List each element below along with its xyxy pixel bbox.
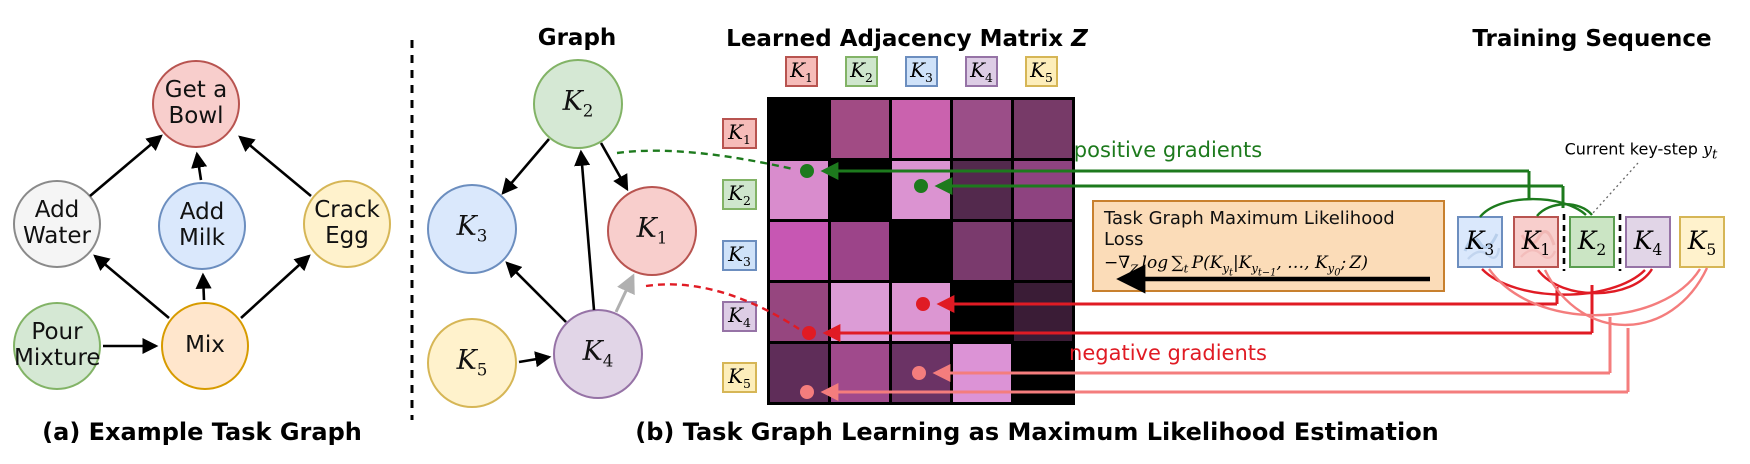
node-label: K3 bbox=[456, 211, 488, 246]
node-label: K4 bbox=[582, 336, 614, 371]
node-label: Add Milk bbox=[179, 199, 225, 251]
matrix-col-label-k3: K3 bbox=[905, 56, 938, 87]
label: K4 bbox=[970, 58, 993, 85]
negative-gradients-label: negative gradients bbox=[1069, 341, 1267, 365]
matrix-col-label-k4: K4 bbox=[965, 56, 998, 87]
faded-sketch-icon bbox=[1463, 233, 1501, 260]
node-label: Mix bbox=[185, 332, 225, 359]
graph-title: Graph bbox=[537, 25, 617, 51]
matrix-title: Learned Adjacency Matrix Z bbox=[726, 26, 1088, 52]
node-label: Pour Mixture bbox=[14, 319, 101, 371]
label: K5 bbox=[1030, 58, 1053, 85]
current-key-step-label: Current key-step yt bbox=[1564, 139, 1718, 163]
current-step-pointer bbox=[1591, 162, 1639, 215]
matrix-cell-0-0 bbox=[770, 100, 828, 158]
caption-panel-a: (a) Example Task Graph bbox=[42, 418, 362, 446]
training-sequence-title: Training Sequence bbox=[1472, 26, 1712, 52]
matrix-cell-1-2 bbox=[892, 161, 950, 219]
matrix-cell-4-2 bbox=[892, 344, 950, 402]
label: K1 bbox=[728, 120, 751, 147]
node-k5: K5 bbox=[427, 318, 517, 408]
sequence-box-k4: K4 bbox=[1625, 216, 1671, 268]
matrix-cell-3-3 bbox=[953, 283, 1011, 341]
node-k4: K4 bbox=[553, 309, 643, 399]
matrix-row-label-k5: K5 bbox=[722, 362, 757, 393]
node-pour-mixture: Pour Mixture bbox=[13, 302, 101, 390]
label: K3 bbox=[728, 242, 751, 269]
node-add-milk: Add Milk bbox=[158, 182, 246, 270]
matrix-cell-3-0 bbox=[770, 283, 828, 341]
node-crack-egg: Crack Egg bbox=[303, 180, 391, 268]
matrix-cell-1-3 bbox=[953, 161, 1011, 219]
matrix-cell-2-2 bbox=[892, 222, 950, 280]
matrix-cell-2-0 bbox=[770, 222, 828, 280]
matrix-cell-3-4 bbox=[1014, 283, 1072, 341]
node-add-water: Add Water bbox=[13, 180, 101, 268]
label: K1 bbox=[1521, 225, 1551, 259]
node-get-a-bowl: Get a Bowl bbox=[152, 60, 240, 148]
matrix-row-label-k2: K2 bbox=[722, 179, 757, 210]
node-k2: K2 bbox=[533, 59, 623, 149]
sequence-box-k1: K1 bbox=[1513, 216, 1559, 268]
matrix-cell-1-0 bbox=[770, 161, 828, 219]
matrix-cell-1-1 bbox=[831, 161, 889, 219]
label: K5 bbox=[728, 364, 751, 391]
matrix-cell-1-4 bbox=[1014, 161, 1072, 219]
matrix-cell-2-3 bbox=[953, 222, 1011, 280]
label: K2 bbox=[1577, 225, 1607, 259]
matrix-cell-0-4 bbox=[1014, 100, 1072, 158]
sequence-box-k3: K3 bbox=[1457, 216, 1503, 268]
label: K2 bbox=[728, 181, 751, 208]
matrix-row-label-k1: K1 bbox=[722, 118, 757, 149]
matrix-col-label-k1: K1 bbox=[785, 56, 818, 87]
label: K4 bbox=[728, 303, 751, 330]
node-k3: K3 bbox=[427, 184, 517, 274]
label: K2 bbox=[850, 58, 873, 85]
node-label: Get a Bowl bbox=[164, 77, 228, 129]
loss-title: Task Graph Maximum Likelihood Loss bbox=[1104, 208, 1395, 250]
node-label: K2 bbox=[562, 86, 594, 121]
caption-panel-b: (b) Task Graph Learning as Maximum Likel… bbox=[635, 418, 1439, 446]
sequence-box-k5: K5 bbox=[1679, 216, 1725, 268]
label: K3 bbox=[910, 58, 933, 85]
positive-gradients-label: positive gradients bbox=[1073, 138, 1263, 162]
node-label: Add Water bbox=[23, 197, 91, 249]
matrix-col-label-k2: K2 bbox=[845, 56, 878, 87]
label: K1 bbox=[790, 58, 813, 85]
matrix-cell-3-2 bbox=[892, 283, 950, 341]
matrix-cell-4-3 bbox=[953, 344, 1011, 402]
matrix-cell-0-3 bbox=[953, 100, 1011, 158]
matrix-row-label-k4: K4 bbox=[722, 301, 757, 332]
label: K5 bbox=[1687, 225, 1717, 259]
loss-formula: −∇Z log ∑t P(Kyt|Kyt−1, …, Ky0; Z) bbox=[1104, 253, 1369, 279]
node-k1: K1 bbox=[607, 186, 697, 276]
matrix-cell-4-1 bbox=[831, 344, 889, 402]
adjacency-matrix bbox=[767, 97, 1075, 405]
node-label: K1 bbox=[636, 213, 668, 248]
matrix-cell-4-4 bbox=[1014, 344, 1072, 402]
label: K4 bbox=[1633, 225, 1663, 259]
label: K3 bbox=[1465, 225, 1495, 259]
matrix-cell-3-1 bbox=[831, 283, 889, 341]
faded-sketch-icon bbox=[1520, 230, 1557, 259]
matrix-cell-4-0 bbox=[770, 344, 828, 402]
weak-edge-k4-k1 bbox=[614, 273, 635, 313]
matrix-cell-0-2 bbox=[892, 100, 950, 158]
node-label: K5 bbox=[456, 345, 488, 380]
matrix-row-label-k3: K3 bbox=[722, 240, 757, 271]
matrix-cell-2-4 bbox=[1014, 222, 1072, 280]
node-mix: Mix bbox=[161, 302, 249, 390]
matrix-cell-2-1 bbox=[831, 222, 889, 280]
loss-box: Task Graph Maximum Likelihood Loss −∇Z l… bbox=[1092, 200, 1445, 292]
sequence-box-k2-current: K2 bbox=[1569, 216, 1615, 268]
matrix-cell-0-1 bbox=[831, 100, 889, 158]
node-label: Crack Egg bbox=[314, 197, 380, 249]
matrix-col-label-k5: K5 bbox=[1025, 56, 1058, 87]
